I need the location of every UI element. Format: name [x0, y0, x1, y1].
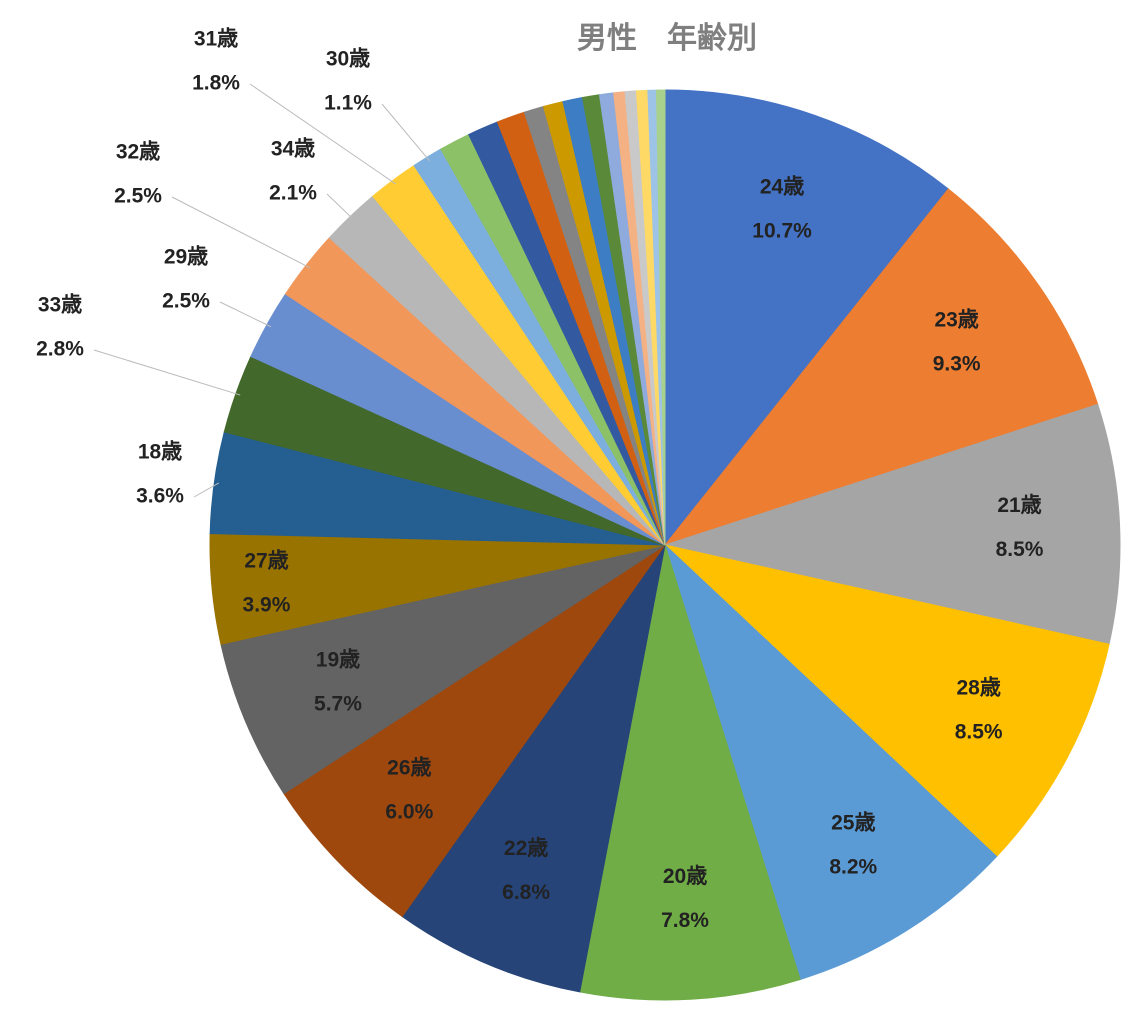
category-label: 30歳: [326, 48, 370, 71]
value-label: 1.1%: [324, 92, 372, 115]
category-label: 28歳: [956, 677, 1000, 700]
value-label: 6.0%: [385, 801, 433, 824]
category-label: 26歳: [387, 757, 431, 780]
value-label: 9.3%: [933, 352, 981, 375]
value-label: 2.5%: [114, 185, 162, 208]
leader-line: [381, 103, 431, 162]
pie-slice: [663, 543, 998, 981]
category-label: 20歳: [663, 865, 707, 888]
category-label: 24歳: [760, 176, 804, 199]
pie-slice: [655, 89, 666, 546]
value-label: 8.5%: [996, 538, 1044, 561]
pie-slice: [579, 544, 801, 1001]
value-label: 8.5%: [955, 721, 1003, 744]
value-label: 8.2%: [829, 855, 877, 878]
pie-slice: [283, 544, 666, 918]
pie-slice: [664, 89, 950, 547]
value-label: 7.8%: [661, 909, 709, 932]
value-label: 1.8%: [192, 72, 240, 95]
leader-line: [326, 193, 354, 220]
leader-line: [193, 482, 220, 498]
value-label: 3.9%: [243, 593, 291, 616]
category-label: 23歳: [934, 308, 978, 331]
pie-slice: [663, 544, 1110, 858]
category-label: 34歳: [271, 138, 315, 161]
pie-slice: [663, 188, 1099, 546]
value-label: 2.8%: [36, 338, 84, 361]
value-label: 6.8%: [502, 881, 550, 904]
pie-slice: [220, 544, 666, 795]
leader-line: [249, 83, 396, 185]
leader-line: [219, 301, 272, 328]
category-label: 25歳: [831, 811, 875, 834]
category-label: 21歳: [997, 494, 1041, 517]
category-label: 29歳: [164, 246, 208, 269]
value-label: 3.6%: [136, 485, 184, 508]
pie-slice: [401, 544, 666, 993]
pie-slice: [663, 403, 1121, 645]
chart-title: 男性 年齢別: [577, 21, 757, 55]
value-label: 5.7%: [314, 692, 362, 715]
category-label: 18歳: [138, 441, 182, 464]
leader-line: [93, 349, 241, 396]
category-label: 33歳: [38, 294, 82, 317]
category-label: 22歳: [504, 837, 548, 860]
value-label: 2.1%: [269, 182, 317, 205]
category-label: 32歳: [116, 141, 160, 164]
leader-line: [171, 196, 311, 269]
category-label: 19歳: [316, 648, 360, 671]
category-label: 27歳: [244, 549, 288, 572]
category-label: 31歳: [194, 28, 238, 51]
value-label: 2.5%: [162, 290, 210, 313]
value-label: 10.7%: [752, 220, 812, 243]
